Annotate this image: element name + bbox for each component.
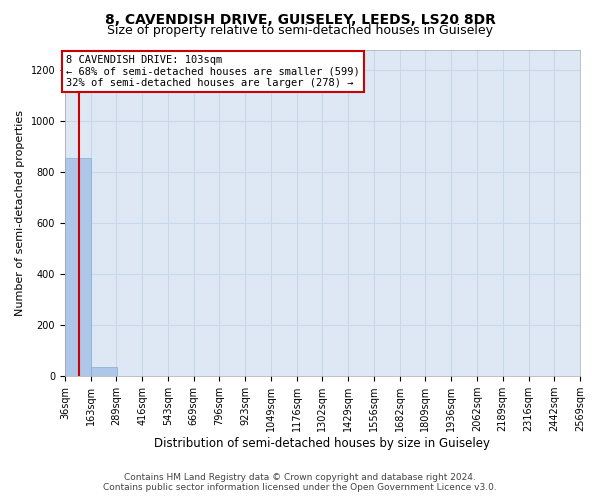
- Text: Contains HM Land Registry data © Crown copyright and database right 2024.
Contai: Contains HM Land Registry data © Crown c…: [103, 473, 497, 492]
- Text: 8, CAVENDISH DRIVE, GUISELEY, LEEDS, LS20 8DR: 8, CAVENDISH DRIVE, GUISELEY, LEEDS, LS2…: [104, 12, 496, 26]
- Bar: [91, 368, 116, 376]
- Y-axis label: Number of semi-detached properties: Number of semi-detached properties: [15, 110, 25, 316]
- X-axis label: Distribution of semi-detached houses by size in Guiseley: Distribution of semi-detached houses by …: [154, 437, 490, 450]
- Bar: [65, 158, 91, 376]
- Text: Size of property relative to semi-detached houses in Guiseley: Size of property relative to semi-detach…: [107, 24, 493, 37]
- Text: 8 CAVENDISH DRIVE: 103sqm
← 68% of semi-detached houses are smaller (599)
32% of: 8 CAVENDISH DRIVE: 103sqm ← 68% of semi-…: [66, 55, 359, 88]
